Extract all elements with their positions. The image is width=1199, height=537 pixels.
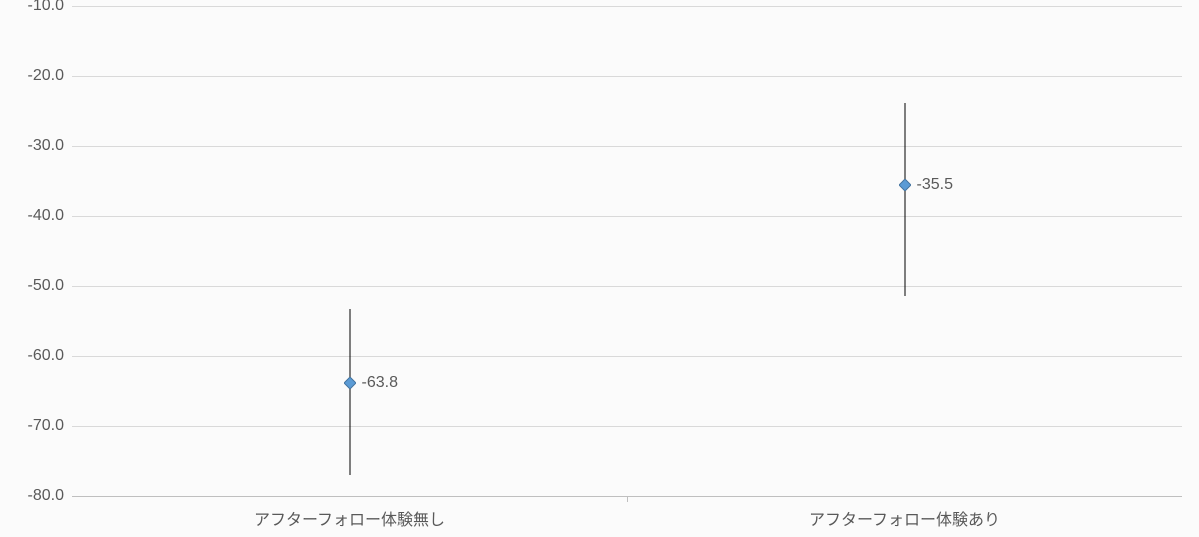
chart-container: -10.0 -20.0 -30.0 -40.0 -50.0 -60.0 -70.0 -80.0… xyxy=(0,0,1199,537)
y-tick-label: -80.0 xyxy=(28,487,72,505)
gridline xyxy=(72,76,1182,77)
data-label: -35.5 xyxy=(917,176,953,194)
y-tick-label: -70.0 xyxy=(28,417,72,435)
gridline xyxy=(72,6,1182,7)
y-tick-label: -40.0 xyxy=(28,207,72,225)
x-category-label: アフターフォロー体験無し xyxy=(254,496,445,530)
gridline xyxy=(72,146,1182,147)
error-bar xyxy=(904,103,905,297)
y-tick-label: -50.0 xyxy=(28,277,72,295)
data-point-marker xyxy=(344,377,356,389)
category-divider xyxy=(627,496,628,502)
gridline xyxy=(72,216,1182,217)
data-label: -63.8 xyxy=(362,374,398,392)
gridline xyxy=(72,286,1182,287)
plot-area: -10.0-20.0-30.0-40.0-50.0-60.0-70.0-80.0… xyxy=(72,6,1182,496)
y-tick-label: -30.0 xyxy=(28,137,72,155)
x-category-label: アフターフォロー体験あり xyxy=(809,496,1000,530)
data-point-marker xyxy=(899,179,911,191)
y-tick-label: -60.0 xyxy=(28,347,72,365)
error-bar xyxy=(349,309,350,475)
y-tick-label: -20.0 xyxy=(28,67,72,85)
gridline xyxy=(72,356,1182,357)
gridline xyxy=(72,426,1182,427)
y-tick-label: -10.0 xyxy=(28,0,72,15)
